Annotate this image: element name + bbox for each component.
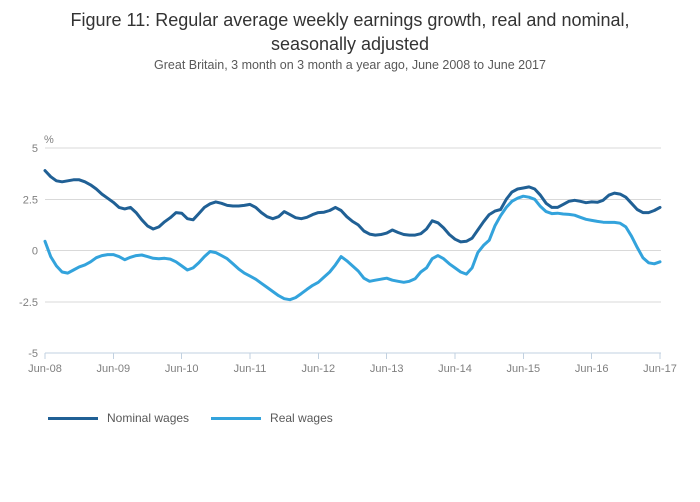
svg-text:Jun-15: Jun-15: [507, 363, 541, 375]
legend-item-nominal-wages: Nominal wages: [48, 411, 189, 425]
svg-text:Jun-11: Jun-11: [234, 363, 267, 375]
svg-text:-2.5: -2.5: [19, 297, 38, 309]
legend-label: Nominal wages: [107, 411, 190, 425]
nominal-wages-line-swatch: [48, 416, 98, 420]
svg-text:Jun-13: Jun-13: [370, 363, 404, 375]
svg-text:Jun-08: Jun-08: [28, 363, 62, 375]
chart-subtitle: Great Britain, 3 month on 3 month a year…: [154, 58, 546, 72]
svg-text:Jun-10: Jun-10: [165, 363, 199, 375]
svg-text:5: 5: [32, 143, 38, 155]
legend-label: Real wages: [270, 411, 333, 425]
svg-text:Jun-17: Jun-17: [643, 363, 677, 375]
svg-text:%: %: [44, 134, 54, 146]
chart-legend: Nominal wages Real wages: [48, 411, 333, 425]
svg-text:Jun-09: Jun-09: [97, 363, 131, 375]
chart-title: Figure 11: Regular average weekly earnin…: [70, 10, 630, 55]
svg-text:0: 0: [32, 246, 38, 258]
svg-text:Jun-14: Jun-14: [438, 363, 472, 375]
legend-item-real-wages: Real wages: [211, 411, 333, 425]
svg-text:Jun-12: Jun-12: [302, 363, 336, 375]
real-wages-line-swatch: [211, 416, 262, 420]
svg-text:-5: -5: [28, 348, 38, 360]
svg-text:2.5: 2.5: [23, 194, 38, 206]
svg-text:Jun-16: Jun-16: [575, 363, 609, 375]
